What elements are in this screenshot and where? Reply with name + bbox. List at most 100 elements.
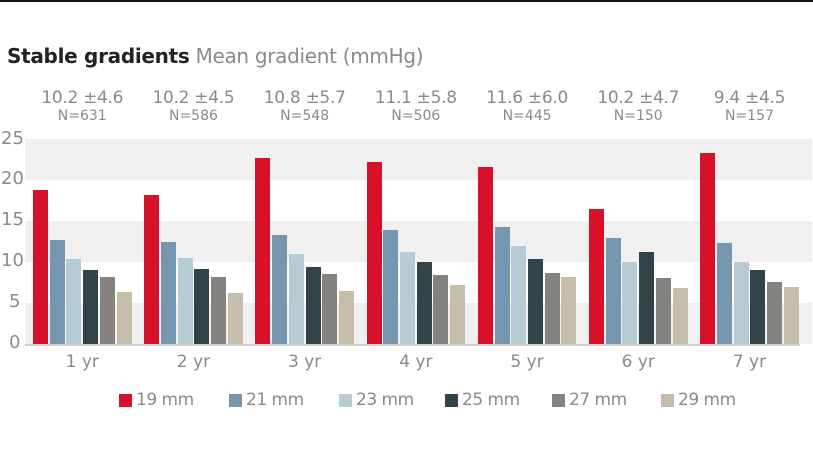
x-tick-label: 3 yr bbox=[288, 352, 322, 372]
bar-21mm-4yr bbox=[383, 230, 399, 344]
y-tick-label: 20 bbox=[1, 168, 24, 190]
bar-25mm-1yr bbox=[83, 269, 99, 344]
legend-label: 23 mm bbox=[356, 390, 414, 410]
bar-19mm-5yr bbox=[477, 167, 493, 344]
bar-27mm-7yr bbox=[767, 281, 782, 344]
bar-27mm-5yr bbox=[544, 272, 560, 344]
bar-23mm-3yr bbox=[288, 254, 304, 344]
y-tick-label: 25 bbox=[1, 127, 24, 149]
bar-27mm-4yr bbox=[433, 275, 449, 344]
mean-sd-label: 9.4 ±4.5 bbox=[713, 88, 786, 108]
chart-title: Stable gradients Mean gradient (mmHg) bbox=[7, 44, 424, 68]
bar-19mm-2yr bbox=[144, 195, 160, 344]
legend-item: 27 mm bbox=[552, 390, 627, 410]
legend-swatch-icon bbox=[229, 393, 242, 407]
bar-29mm-2yr bbox=[227, 293, 243, 344]
legend-label: 25 mm bbox=[462, 390, 520, 410]
sample-size-label: N=506 bbox=[391, 108, 441, 124]
sample-size-label: N=157 bbox=[724, 108, 774, 124]
group-stat: 9.4 ±4.5 N=157 bbox=[694, 88, 804, 124]
bar-27mm-1yr bbox=[99, 276, 115, 344]
group-stat: 10.2 ±4.5 N=586 bbox=[138, 88, 248, 124]
x-axis-line bbox=[25, 344, 800, 346]
x-tick-label: 1 yr bbox=[65, 352, 99, 372]
y-tick-label: 15 bbox=[1, 209, 24, 231]
x-tick-label: 2 yr bbox=[176, 352, 211, 372]
group-stat: 10.2 ±4.6 N=631 bbox=[27, 88, 137, 124]
legend-swatch-icon bbox=[339, 393, 352, 407]
legend-swatch-icon bbox=[552, 393, 565, 407]
bar-19mm-1yr bbox=[33, 190, 48, 344]
top-rule bbox=[0, 0, 813, 2]
y-tick-label: 0 bbox=[9, 332, 21, 353]
mean-sd-label: 10.2 ±4.6 bbox=[41, 88, 124, 108]
legend-item: 25 mm bbox=[445, 390, 520, 410]
bar-29mm-3yr bbox=[338, 290, 354, 344]
bar-27mm-2yr bbox=[211, 276, 226, 344]
bar-21mm-2yr bbox=[160, 241, 176, 344]
legend-label: 27 mm bbox=[569, 390, 627, 410]
bar-23mm-5yr bbox=[511, 245, 527, 344]
legend-label: 21 mm bbox=[246, 390, 304, 410]
group-stat: 10.2 ±4.7 N=150 bbox=[583, 88, 693, 124]
grid-band-10-15 bbox=[25, 221, 812, 262]
mean-sd-label: 10.2 ±4.5 bbox=[152, 88, 235, 108]
bar-25mm-5yr bbox=[527, 258, 543, 344]
legend-swatch-icon bbox=[445, 393, 458, 407]
bar-23mm-4yr bbox=[400, 251, 415, 344]
bar-19mm-6yr bbox=[589, 209, 604, 344]
mean-sd-label: 11.1 ±5.8 bbox=[374, 88, 457, 108]
sample-size-label: N=150 bbox=[613, 108, 663, 124]
bar-29mm-4yr bbox=[450, 285, 466, 344]
group-stat: 11.1 ±5.8 N=506 bbox=[361, 88, 471, 124]
mean-sd-label: 10.8 ±5.7 bbox=[263, 88, 346, 108]
bar-29mm-7yr bbox=[783, 286, 799, 344]
grid-band-20-25 bbox=[25, 139, 812, 180]
bar-21mm-1yr bbox=[49, 240, 65, 344]
chart-title-bold: Stable gradients bbox=[7, 44, 190, 68]
x-tick-label: 7 yr bbox=[732, 352, 767, 372]
bar-19mm-7yr bbox=[700, 153, 716, 344]
y-tick-label: 10 bbox=[1, 250, 24, 272]
legend-item: 19 mm bbox=[119, 390, 194, 410]
bar-25mm-3yr bbox=[305, 267, 321, 344]
bar-29mm-5yr bbox=[561, 276, 577, 344]
bar-23mm-1yr bbox=[66, 258, 82, 344]
sample-size-label: N=445 bbox=[502, 108, 552, 124]
legend-item: 29 mm bbox=[661, 390, 736, 410]
mean-sd-label: 10.2 ±4.7 bbox=[597, 88, 680, 108]
y-tick-label: 5 bbox=[9, 291, 21, 313]
bar-25mm-2yr bbox=[194, 268, 210, 344]
sample-size-label: N=586 bbox=[168, 108, 218, 124]
bar-21mm-7yr bbox=[716, 243, 732, 344]
bar-21mm-3yr bbox=[272, 235, 288, 344]
bar-25mm-4yr bbox=[416, 262, 432, 344]
sample-size-label: N=548 bbox=[280, 108, 330, 124]
group-stat: 10.8 ±5.7 N=548 bbox=[250, 88, 360, 124]
bar-21mm-5yr bbox=[494, 227, 510, 344]
mean-sd-label: 11.6 ±6.0 bbox=[486, 88, 568, 108]
bar-29mm-1yr bbox=[116, 292, 132, 344]
bar-23mm-7yr bbox=[733, 262, 749, 344]
bar-25mm-7yr bbox=[750, 270, 766, 344]
group-stat: 11.6 ±6.0 N=445 bbox=[472, 88, 582, 124]
legend: 19 mm 21 mm 23 mm 25 mm 27 mm 29 mm bbox=[0, 390, 813, 410]
bar-19mm-3yr bbox=[255, 158, 271, 344]
x-tick-label: 6 yr bbox=[621, 352, 655, 372]
bar-29mm-6yr bbox=[672, 288, 688, 344]
bar-19mm-4yr bbox=[366, 161, 382, 344]
legend-item: 23 mm bbox=[339, 390, 414, 410]
bar-27mm-6yr bbox=[655, 277, 671, 344]
bar-27mm-3yr bbox=[322, 274, 338, 344]
bar-23mm-2yr bbox=[177, 258, 193, 344]
x-tick-label: 5 yr bbox=[510, 352, 544, 372]
legend-swatch-icon bbox=[661, 393, 674, 407]
chart-subtitle: Mean gradient (mmHg) bbox=[195, 44, 424, 68]
sample-size-label: N=631 bbox=[57, 108, 107, 124]
bar-21mm-6yr bbox=[605, 238, 621, 344]
bar-23mm-6yr bbox=[622, 262, 638, 344]
legend-swatch-icon bbox=[119, 393, 132, 407]
legend-label: 19 mm bbox=[136, 390, 194, 410]
legend-item: 21 mm bbox=[229, 390, 304, 410]
